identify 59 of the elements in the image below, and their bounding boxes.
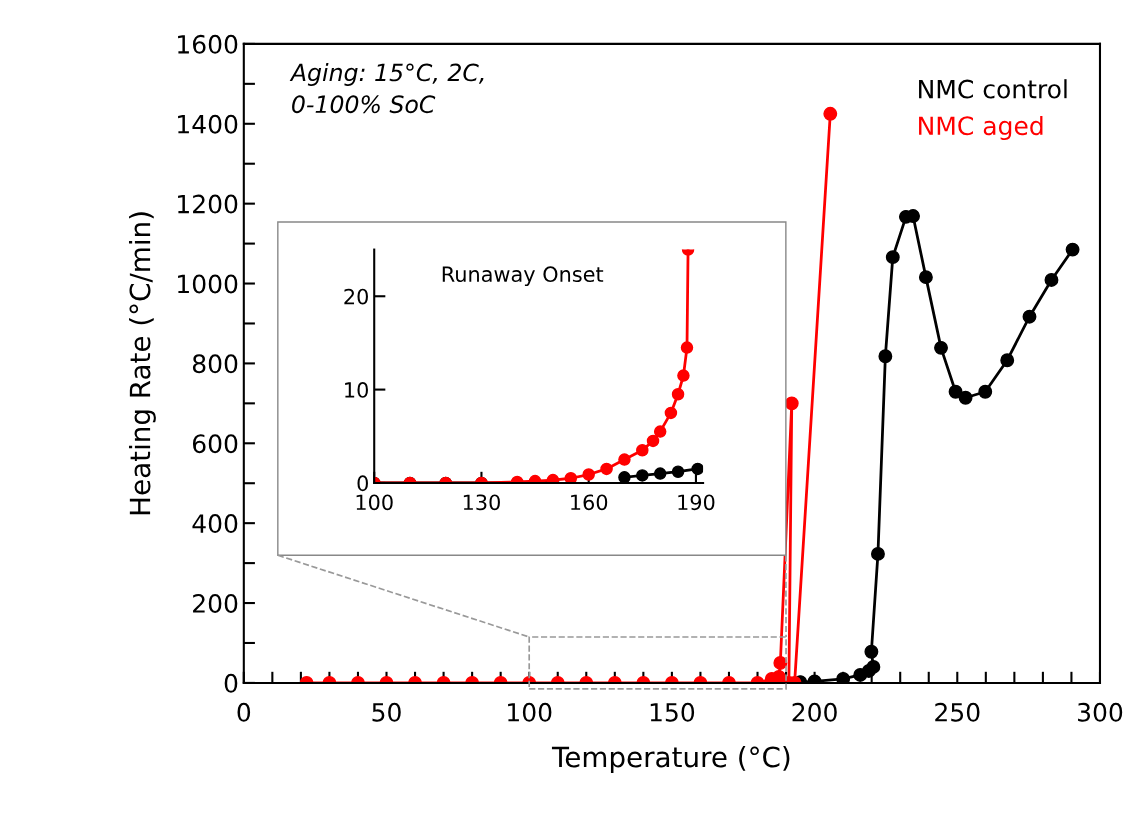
x-tick-label: 0 xyxy=(237,702,251,722)
y-tick-label: 800 xyxy=(192,354,238,374)
point xyxy=(564,472,578,483)
y-axis-title: Heating Rate (°C/min) xyxy=(129,212,156,515)
x-tick-label: 50 xyxy=(372,702,401,722)
point xyxy=(978,384,993,399)
x-tick-label: 150 xyxy=(650,702,695,722)
point xyxy=(680,341,694,354)
x-tick-label: 300 xyxy=(1078,702,1123,722)
y-tick-label: 600 xyxy=(192,434,238,454)
point xyxy=(618,471,631,483)
point xyxy=(618,453,631,466)
y-tick-label: 1600 xyxy=(178,34,238,54)
y-tick-label: 1400 xyxy=(178,114,238,134)
x-tick-label: 200 xyxy=(792,702,837,722)
point xyxy=(1044,272,1059,287)
point xyxy=(653,467,667,480)
point xyxy=(918,270,933,285)
x-tick-label: 100 xyxy=(508,702,552,722)
point xyxy=(906,209,920,223)
point xyxy=(1065,242,1080,257)
x-axis-title: Temperature (°C) xyxy=(551,746,790,773)
text: NMC control xyxy=(919,79,1067,99)
y-tick-label: 20 xyxy=(344,288,368,305)
y-tick-label: 10 xyxy=(345,382,368,398)
point xyxy=(671,465,685,478)
point xyxy=(677,369,690,382)
point xyxy=(582,468,595,481)
y-tick-label: 1200 xyxy=(178,194,238,214)
point xyxy=(958,390,973,405)
y-tick-label: 400 xyxy=(192,514,238,534)
point xyxy=(1022,309,1037,324)
point xyxy=(871,546,885,561)
point xyxy=(636,469,649,482)
y-tick-label: 0 xyxy=(357,475,368,492)
y-tick-label: 0 xyxy=(224,673,238,693)
point xyxy=(664,406,678,420)
point xyxy=(934,340,948,355)
text: Runaway Onset xyxy=(442,266,604,287)
x-tick-label: 250 xyxy=(935,702,980,722)
point xyxy=(1000,353,1015,368)
x-tick-label: 190 xyxy=(678,494,715,511)
point xyxy=(885,250,900,265)
point xyxy=(691,462,704,476)
x-tick-label: 130 xyxy=(463,494,500,511)
point xyxy=(636,444,649,457)
x-tick-label: 100 xyxy=(356,494,393,511)
point xyxy=(600,462,613,476)
point xyxy=(671,388,685,401)
text: NMC aged xyxy=(919,115,1043,141)
point xyxy=(646,434,660,448)
annotation: Aging: 15°C, 2C, 0-100% SoC xyxy=(289,63,484,114)
y-tick-label: 200 xyxy=(193,593,238,613)
point xyxy=(836,671,851,683)
point xyxy=(653,425,667,438)
x-tick-label: 160 xyxy=(571,494,608,511)
point xyxy=(948,384,963,399)
y-tick-label: 1000 xyxy=(178,274,238,294)
point xyxy=(878,349,893,364)
